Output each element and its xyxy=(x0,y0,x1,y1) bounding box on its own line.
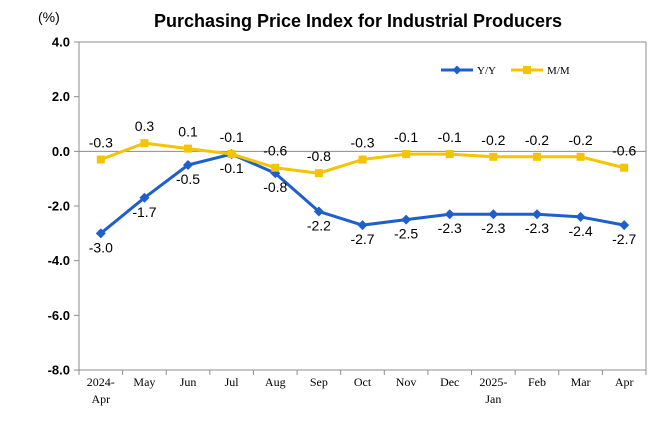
data-point-marker xyxy=(489,152,498,161)
data-label: -2.7 xyxy=(350,231,374,247)
data-point-marker xyxy=(358,155,367,164)
data-point-marker xyxy=(488,209,499,220)
y-tick-label: -8.0 xyxy=(48,363,70,378)
x-tick-label-line: 2025- xyxy=(479,375,507,389)
x-tick-label: Apr xyxy=(615,375,634,389)
y-tick-label: 2.0 xyxy=(52,89,70,104)
x-tick-label-line: Jul xyxy=(225,375,240,389)
x-tick-label-line: Mar xyxy=(571,375,591,389)
axes: 4.0 2.0 0.0 -2.0 -4.0 -6.0 -8.0 2024- Apr May Jun J… xyxy=(48,35,647,406)
series-lines xyxy=(95,139,630,239)
data-point-marker xyxy=(184,144,193,153)
plot-area xyxy=(78,41,647,371)
x-tick-label-line: Nov xyxy=(396,375,417,389)
data-label: 0.3 xyxy=(135,118,155,134)
x-tick-label: Dec xyxy=(440,375,459,389)
data-point-marker xyxy=(445,150,454,159)
x-tick-label: 2024- Apr xyxy=(87,375,115,406)
data-labels: -3.0 -1.7 -0.5 -0.1 -0.8 -2.2 -2.7 -2.5 -2.3 -2.3… xyxy=(89,118,637,255)
data-label: -0.6 xyxy=(263,143,287,159)
data-point-marker xyxy=(576,152,585,161)
data-label: -2.5 xyxy=(394,226,418,242)
data-label: -0.8 xyxy=(263,179,287,195)
x-tick-label-line: Oct xyxy=(354,375,372,389)
data-label: -0.2 xyxy=(525,132,549,148)
data-point-marker xyxy=(619,220,630,231)
legend-marker xyxy=(523,66,531,74)
data-label: -0.8 xyxy=(307,148,331,164)
legend-label: Y/Y xyxy=(477,65,496,77)
x-tick-label: Feb xyxy=(528,375,546,389)
data-point-marker xyxy=(575,211,586,222)
y-tick-label: 0.0 xyxy=(52,144,70,159)
data-label: -0.1 xyxy=(394,129,418,145)
x-tick-label: May xyxy=(133,375,155,389)
x-tick-label: 2025- Jan xyxy=(479,375,507,406)
x-tick-label-line: 2024- xyxy=(87,375,115,389)
x-tick-label: Oct xyxy=(354,375,372,389)
data-point-marker xyxy=(401,214,412,225)
y-unit-label: (%) xyxy=(38,9,60,25)
x-tick-label-line: Sep xyxy=(310,375,328,389)
x-tick-label-line: Aug xyxy=(265,375,286,389)
data-label: -2.3 xyxy=(438,220,462,236)
y-tick-label: -6.0 xyxy=(48,308,70,323)
x-tick-label-line: Jun xyxy=(180,375,197,389)
chart-title: Purchasing Price Index for Industrial Pr… xyxy=(154,11,562,31)
data-point-marker xyxy=(357,220,368,231)
y-tick-label: -2.0 xyxy=(48,199,70,214)
data-label: -0.2 xyxy=(481,132,505,148)
x-tick-label: Mar xyxy=(571,375,591,389)
x-tick-label: Jul xyxy=(225,375,240,389)
data-point-marker xyxy=(95,228,106,239)
x-tick-label-line: May xyxy=(133,375,155,389)
legend: Y/Y M/M xyxy=(441,65,570,77)
data-label: -3.0 xyxy=(89,239,113,255)
x-tick-label-line: Dec xyxy=(440,375,459,389)
data-label: 0.1 xyxy=(178,124,198,140)
data-label: -1.7 xyxy=(132,204,156,220)
data-label: -2.4 xyxy=(569,223,593,239)
data-point-marker xyxy=(314,169,323,178)
data-label: -0.1 xyxy=(220,160,244,176)
data-label: -2.3 xyxy=(525,220,549,236)
data-point-marker xyxy=(183,160,194,170)
data-label: -0.1 xyxy=(438,129,462,145)
data-label: -0.5 xyxy=(176,171,200,187)
data-label: -0.3 xyxy=(89,135,113,151)
data-label: -0.6 xyxy=(612,143,636,159)
x-tick-label: Nov xyxy=(396,375,417,389)
x-tick-label-line: Jan xyxy=(485,392,501,406)
y-tick-label: 4.0 xyxy=(52,35,70,50)
data-point-marker xyxy=(271,163,280,172)
data-point-marker xyxy=(139,192,150,203)
data-point-marker xyxy=(227,150,236,159)
data-point-marker xyxy=(140,139,149,148)
legend-marker xyxy=(452,65,462,75)
x-tick-label-line: Apr xyxy=(91,392,110,406)
y-tick-label: -4.0 xyxy=(48,253,70,268)
legend-label: M/M xyxy=(547,65,570,77)
data-label: -0.3 xyxy=(350,135,374,151)
x-tick-label-line: Feb xyxy=(528,375,546,389)
data-point-marker xyxy=(532,152,541,161)
data-label: -2.7 xyxy=(612,231,636,247)
data-label: -2.2 xyxy=(307,217,331,233)
data-point-marker xyxy=(620,163,629,172)
data-label: -0.2 xyxy=(569,132,593,148)
data-point-marker xyxy=(313,206,324,217)
x-tick-label-line: Apr xyxy=(615,375,634,389)
x-tick-label: Sep xyxy=(310,375,328,389)
x-tick-label: Aug xyxy=(265,375,286,389)
data-point-marker xyxy=(531,209,542,220)
data-point-marker xyxy=(402,150,411,159)
data-label: -2.3 xyxy=(481,220,505,236)
data-label: -0.1 xyxy=(220,129,244,145)
x-tick-label: Jun xyxy=(180,375,197,389)
data-point-marker xyxy=(444,209,455,220)
data-point-marker xyxy=(96,155,105,164)
